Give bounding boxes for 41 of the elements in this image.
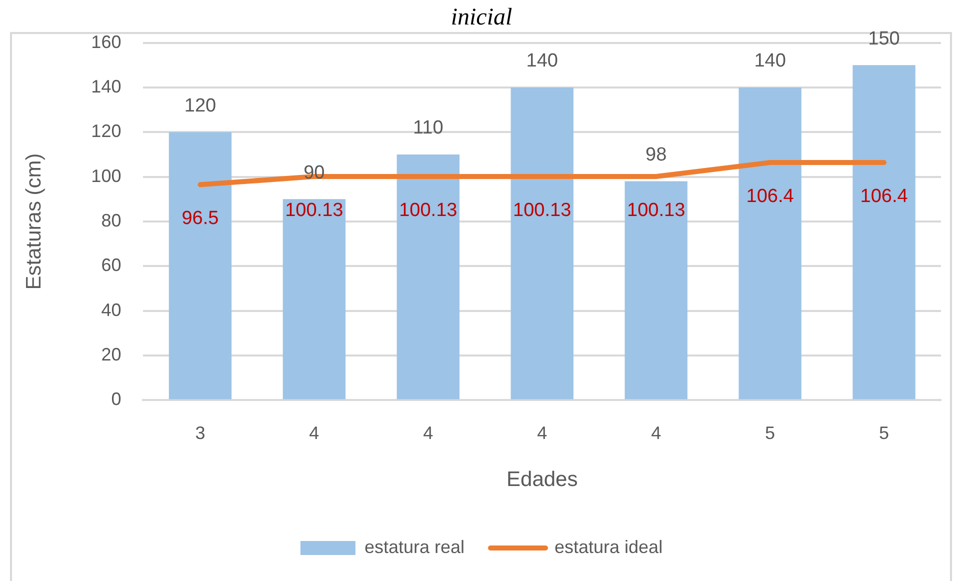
y-tick-label: 0 [111, 389, 122, 410]
x-axis-title: Edades [506, 468, 578, 492]
x-tick-label: 3 [195, 422, 206, 443]
data-label: 100.13 [285, 200, 344, 221]
bar [396, 154, 460, 400]
data-label: 150 [868, 28, 900, 50]
y-tick-label: 20 [101, 344, 122, 364]
data-label: 96.5 [182, 208, 219, 229]
bar [738, 87, 802, 400]
bar [852, 65, 916, 400]
data-label: 140 [526, 50, 558, 72]
x-tick-label: 4 [423, 422, 434, 443]
data-label: 100.13 [627, 200, 686, 221]
data-label: 110 [413, 118, 444, 139]
data-label: 100.13 [513, 200, 572, 221]
x-tick-label: 4 [537, 422, 548, 443]
y-tick-label: 80 [101, 210, 122, 230]
y-tick-label: 120 [91, 121, 122, 142]
y-tick-label: 100 [91, 166, 122, 186]
y-axis-title: Estaturas (cm) [22, 153, 46, 290]
data-label: 140 [754, 50, 786, 72]
x-tick-label: 5 [765, 422, 776, 443]
bar [624, 181, 688, 400]
bar [168, 132, 232, 400]
x-tick-label: 5 [879, 422, 890, 443]
y-tick-label: 160 [91, 32, 122, 52]
x-tick-label: 4 [651, 422, 662, 443]
data-label: 100.13 [399, 200, 458, 221]
y-tick-label: 40 [101, 300, 122, 320]
x-tick-label: 4 [309, 422, 320, 443]
chart-title: inicial [450, 4, 512, 31]
bar [510, 87, 574, 400]
data-label: 106.4 [746, 186, 794, 207]
legend-label: estatura real [364, 536, 464, 557]
legend-label: estatura ideal [554, 536, 663, 557]
data-label: 120 [184, 95, 216, 116]
y-tick-label: 60 [101, 255, 122, 276]
data-label: 106.4 [860, 186, 908, 207]
bar [282, 199, 346, 400]
y-tick-label: 140 [91, 76, 122, 96]
data-label: 98 [646, 144, 667, 166]
